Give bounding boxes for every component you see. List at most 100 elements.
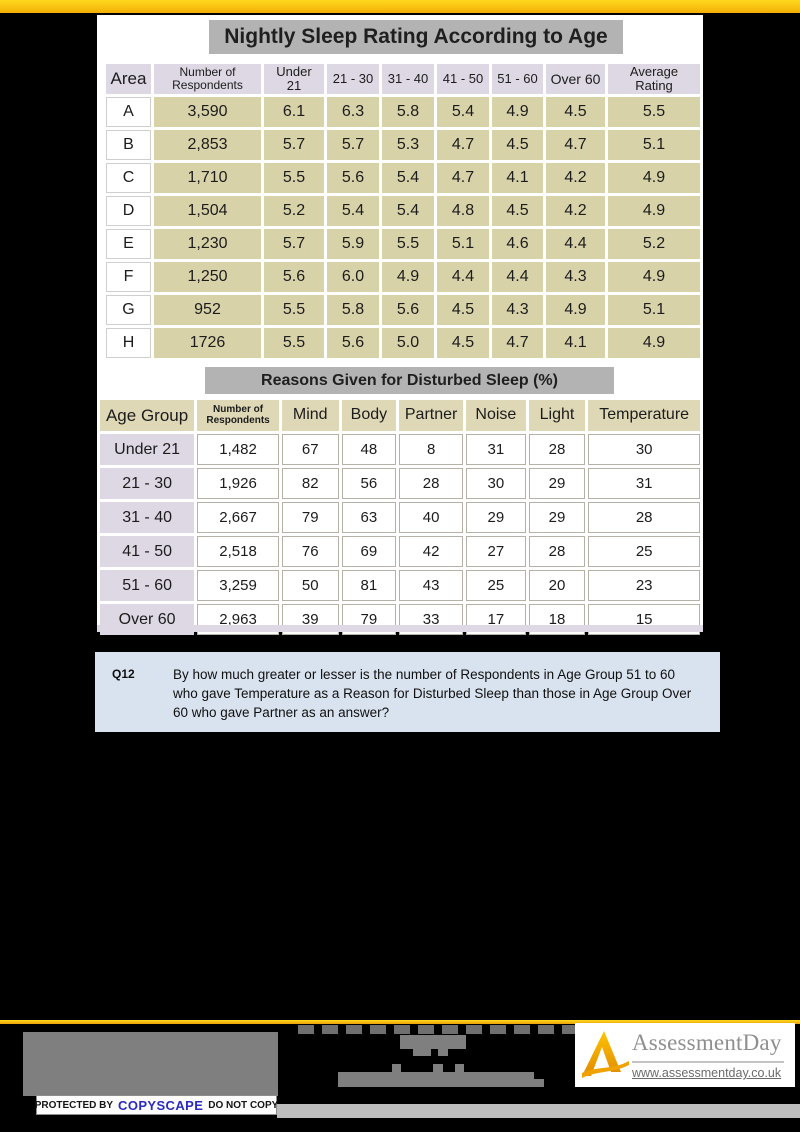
respondents-value: 3,590 xyxy=(154,97,261,127)
col-header-body: Body xyxy=(341,400,397,431)
copyscape-prefix: PROTECTED BY xyxy=(34,1099,114,1111)
rating-value: 5.7 xyxy=(327,130,379,160)
rating-value: 5.7 xyxy=(264,229,324,259)
copyscape-suffix: DO NOT COPY xyxy=(208,1099,279,1111)
sleep-rating-table: Area Number of Respondents Under 21 21 -… xyxy=(103,61,703,361)
rating-value: 5.6 xyxy=(264,262,324,292)
respondents-value: 2,518 xyxy=(197,536,279,567)
percent-value: 31 xyxy=(466,434,526,465)
respondents-value: 1,504 xyxy=(154,196,261,226)
percent-value: 50 xyxy=(281,570,339,601)
percent-value: 27 xyxy=(466,536,526,567)
average-value: 4.9 xyxy=(608,196,700,226)
rating-value: 4.5 xyxy=(546,97,605,127)
col-header-area: Area xyxy=(106,64,151,94)
percent-value: 76 xyxy=(281,536,339,567)
table-header-row: Area Number of Respondents Under 21 21 -… xyxy=(106,64,700,94)
col-header-respondents: Number of Respondents xyxy=(197,400,279,431)
percent-value: 29 xyxy=(528,502,586,533)
rating-value: 5.4 xyxy=(437,97,489,127)
respondents-value: 2,853 xyxy=(154,130,261,160)
col-header-noise: Noise xyxy=(466,400,526,431)
redacted-block-left xyxy=(23,1032,278,1096)
area-label: B xyxy=(106,130,151,160)
table-row: Under 21 1,482 67 48 8 31 28 30 xyxy=(100,434,700,465)
table-row: G 952 5.5 5.8 5.6 4.5 4.3 4.9 5.1 xyxy=(106,295,700,325)
rating-value: 4.1 xyxy=(546,328,605,358)
rating-value: 5.6 xyxy=(327,163,379,193)
age-group-label: 21 - 30 xyxy=(100,468,195,499)
rating-value: 4.5 xyxy=(492,130,543,160)
rating-value: 4.9 xyxy=(546,295,605,325)
percent-value: 23 xyxy=(588,570,700,601)
rating-value: 4.5 xyxy=(437,328,489,358)
percent-value: 28 xyxy=(528,536,586,567)
age-group-label: Under 21 xyxy=(100,434,195,465)
worksheet: Nightly Sleep Rating According to Age Ar… xyxy=(97,15,703,635)
col-header-31-40: 31 - 40 xyxy=(382,64,434,94)
area-label: H xyxy=(106,328,151,358)
rating-value: 5.7 xyxy=(264,130,324,160)
table-row: D 1,504 5.2 5.4 5.4 4.8 4.5 4.2 4.9 xyxy=(106,196,700,226)
rating-value: 4.6 xyxy=(492,229,543,259)
rating-value: 5.5 xyxy=(382,229,434,259)
area-label: G xyxy=(106,295,151,325)
question-number: Q12 xyxy=(112,667,135,681)
rating-value: 5.4 xyxy=(382,163,434,193)
rating-value: 5.4 xyxy=(382,196,434,226)
rating-value: 4.5 xyxy=(437,295,489,325)
rating-value: 5.5 xyxy=(264,163,324,193)
percent-value: 31 xyxy=(588,468,700,499)
rating-value: 5.8 xyxy=(382,97,434,127)
table-row: 51 - 60 3,259 50 81 43 25 20 23 xyxy=(100,570,700,601)
rating-value: 5.6 xyxy=(382,295,434,325)
percent-value: 28 xyxy=(528,434,586,465)
percent-value: 28 xyxy=(588,502,700,533)
respondents-value: 3,259 xyxy=(197,570,279,601)
average-value: 5.2 xyxy=(608,229,700,259)
percent-value: 40 xyxy=(399,502,464,533)
rating-value: 4.3 xyxy=(546,262,605,292)
rating-value: 5.5 xyxy=(264,295,324,325)
respondents-value: 2,667 xyxy=(197,502,279,533)
rating-value: 5.6 xyxy=(327,328,379,358)
percent-value: 56 xyxy=(341,468,397,499)
percent-value: 28 xyxy=(399,468,464,499)
disturbed-sleep-reasons-table: Age Group Number of Respondents Mind Bod… xyxy=(97,397,703,638)
rating-value: 5.3 xyxy=(382,130,434,160)
percent-value: 29 xyxy=(466,502,526,533)
table-header-row: Age Group Number of Respondents Mind Bod… xyxy=(100,400,700,431)
assessmentday-a-icon xyxy=(582,1031,629,1078)
percent-value: 81 xyxy=(341,570,397,601)
rating-value: 4.4 xyxy=(546,229,605,259)
question-box: Q12 By how much greater or lesser is the… xyxy=(95,652,720,732)
brand-website-link[interactable]: www.assessmentday.co.uk xyxy=(632,1066,782,1080)
area-label: A xyxy=(106,97,151,127)
copyscape-brand: COPYSCAPE xyxy=(118,1097,204,1113)
copyscape-badge[interactable]: PROTECTED BY COPYSCAPE DO NOT COPY xyxy=(34,1095,279,1115)
area-label: C xyxy=(106,163,151,193)
percent-value: 25 xyxy=(588,536,700,567)
rating-value: 4.1 xyxy=(492,163,543,193)
col-header-under21: Under 21 xyxy=(264,64,324,94)
top-accent-bar xyxy=(0,0,800,13)
col-header-over60: Over 60 xyxy=(546,64,605,94)
table-row: 31 - 40 2,667 79 63 40 29 29 28 xyxy=(100,502,700,533)
percent-value: 29 xyxy=(528,468,586,499)
redacted-bar-center xyxy=(338,1072,534,1087)
respondents-value: 952 xyxy=(154,295,261,325)
rating-value: 4.4 xyxy=(437,262,489,292)
col-header-respondents: Number of Respondents xyxy=(154,64,261,94)
percent-value: 43 xyxy=(399,570,464,601)
percent-value: 63 xyxy=(341,502,397,533)
table-row: F 1,250 5.6 6.0 4.9 4.4 4.4 4.3 4.9 xyxy=(106,262,700,292)
average-value: 5.1 xyxy=(608,130,700,160)
table-row: 21 - 30 1,926 82 56 28 30 29 31 xyxy=(100,468,700,499)
rating-value: 4.3 xyxy=(492,295,543,325)
percent-value: 82 xyxy=(281,468,339,499)
rating-value: 4.8 xyxy=(437,196,489,226)
percent-value: 42 xyxy=(399,536,464,567)
redacted-fragments-row xyxy=(298,1025,580,1034)
rating-value: 5.9 xyxy=(327,229,379,259)
col-header-temperature: Temperature xyxy=(588,400,700,431)
